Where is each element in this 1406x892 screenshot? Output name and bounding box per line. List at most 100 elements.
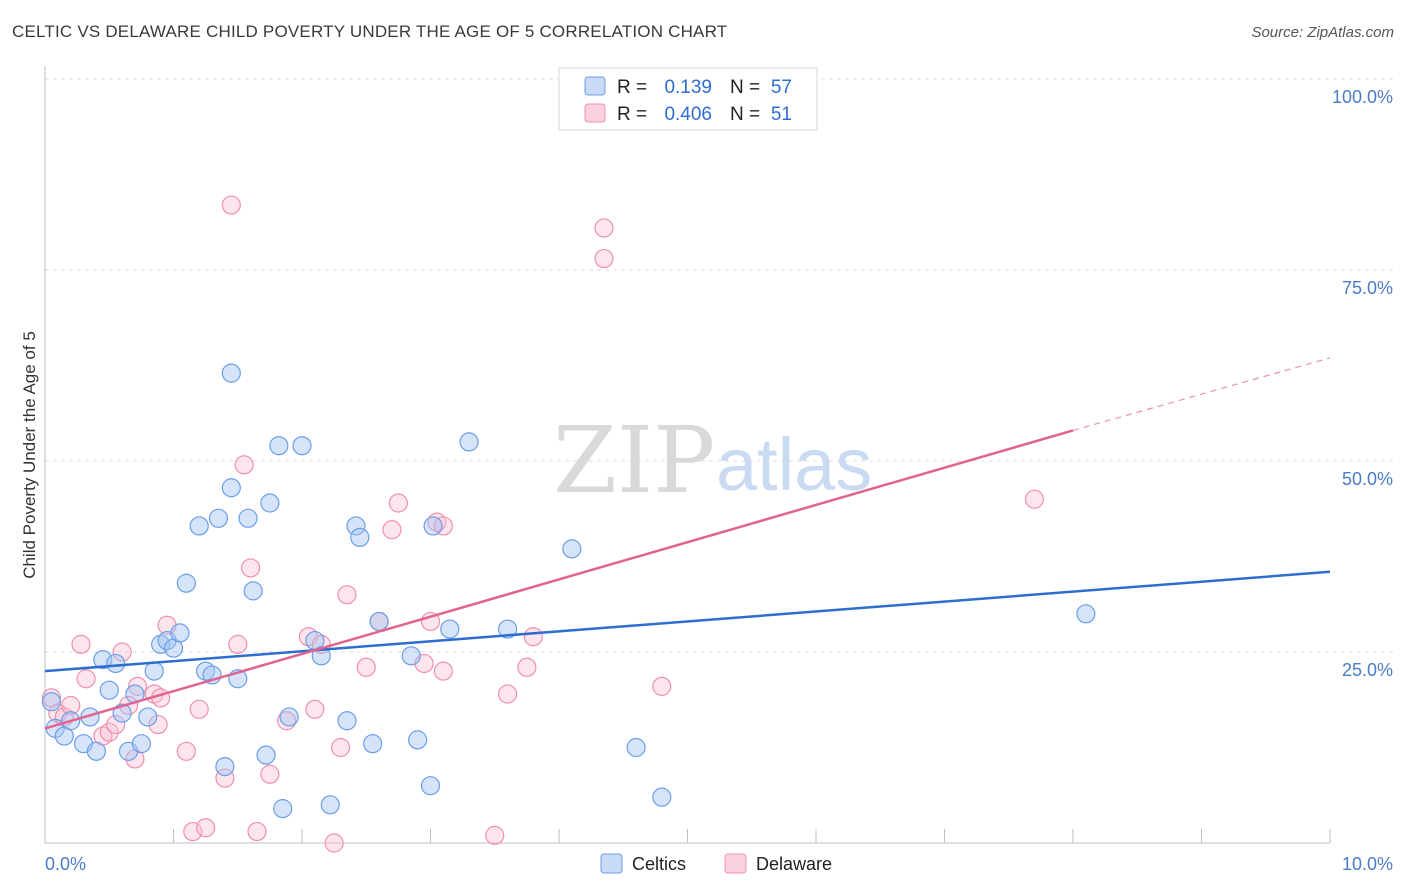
delaware-point	[260, 764, 280, 784]
celtics-point	[420, 776, 441, 796]
legend-swatch-celtics	[584, 76, 606, 96]
legend-r-label-1: R =	[617, 77, 647, 98]
delaware-point	[498, 684, 518, 704]
trend-lines	[44, 357, 1331, 730]
celtics-point	[363, 734, 383, 754]
celtics-point	[131, 734, 151, 754]
celtics-point	[106, 653, 126, 674]
delaware-point	[594, 218, 614, 238]
delaware-point	[189, 699, 209, 719]
y-tick-labels: 25.0% 50.0% 75.0% 100.0%	[1332, 87, 1393, 680]
correlation-legend: R = 0.139 N = 57 R = 0.406 N = 51	[558, 67, 818, 131]
celtics-point	[459, 432, 479, 452]
source-label: Source: ZipAtlas.com	[1251, 24, 1394, 41]
celtics-trend-line	[44, 570, 1331, 673]
celtics-point	[189, 516, 209, 536]
celtics-point	[350, 527, 370, 548]
watermark-atlas: atlas	[716, 423, 872, 506]
delaware-point	[228, 634, 248, 654]
chart-title: CELTIC VS DELAWARE CHILD POVERTY UNDER T…	[12, 22, 728, 41]
celtics-point	[93, 650, 113, 670]
bottom-legend-celtics: Celtics	[632, 854, 686, 874]
celtics-point	[144, 661, 164, 681]
delaware-trend-extension	[1072, 357, 1331, 432]
delaware-point	[1024, 489, 1045, 509]
celtics-point	[320, 795, 340, 815]
series-legend: Celtics Delaware	[600, 853, 832, 874]
celtics-point	[170, 623, 190, 643]
celtics-point	[208, 508, 229, 528]
delaware-point	[517, 657, 537, 677]
legend-n-label-1: N =	[730, 77, 760, 98]
celtics-point	[408, 730, 428, 750]
delaware-point	[234, 455, 254, 475]
delaware-point	[388, 493, 408, 513]
delaware-point	[71, 634, 91, 654]
celtics-point	[269, 436, 289, 456]
celtics-point	[498, 619, 518, 639]
celtics-point	[273, 799, 293, 819]
celtics-point	[423, 516, 443, 536]
celtics-point	[243, 581, 263, 601]
delaware-trend-line	[44, 429, 1074, 730]
x-tick-labels: 0.0% 10.0%	[45, 854, 1393, 874]
y-axis-label: Child Poverty Under the Age of 5	[20, 331, 39, 579]
bottom-legend-delaware: Delaware	[756, 854, 832, 874]
celtics-point	[221, 478, 241, 498]
legend-swatch-delaware	[584, 103, 606, 123]
delaware-point	[215, 768, 235, 788]
delaware-point	[148, 714, 168, 735]
celtics-point	[346, 516, 366, 536]
delaware-point	[523, 627, 543, 647]
x-tick-label: 0.0%	[45, 854, 86, 874]
legend-n-label-2: N =	[730, 104, 760, 125]
delaware-point	[196, 818, 216, 838]
axes	[44, 66, 1331, 844]
celtics-point	[292, 436, 312, 456]
celtics-points	[41, 363, 1096, 819]
delaware-point	[176, 741, 196, 761]
legend-r-label-2: R =	[617, 104, 647, 125]
legend-r-value-1: 0.139	[664, 77, 712, 98]
celtics-point	[176, 573, 196, 593]
delaware-point	[594, 248, 614, 269]
delaware-point	[247, 821, 267, 842]
delaware-point	[433, 516, 453, 536]
delaware-point	[221, 195, 241, 215]
x-tick-label: 10.0%	[1342, 854, 1393, 874]
delaware-point	[433, 661, 453, 681]
delaware-point	[241, 558, 261, 578]
watermark: ZIP atlas	[553, 407, 872, 514]
watermark-zip: ZIP	[553, 407, 715, 514]
celtics-point	[99, 680, 119, 700]
y-tick-label: 100.0%	[1332, 87, 1393, 107]
celtics-point	[260, 493, 280, 513]
y-tick-label: 50.0%	[1342, 469, 1393, 489]
delaware-point	[106, 714, 126, 735]
celtics-point	[238, 508, 258, 528]
celtics-point	[626, 737, 646, 758]
celtics-point	[86, 741, 107, 761]
celtics-point	[652, 787, 672, 807]
celtics-point	[138, 707, 158, 727]
delaware-point	[305, 699, 325, 719]
delaware-point	[382, 520, 402, 540]
delaware-point	[337, 585, 357, 605]
delaware-point	[183, 821, 203, 842]
celtics-point	[1076, 604, 1096, 624]
delaware-point	[99, 722, 119, 742]
delaware-point	[330, 737, 351, 758]
celtics-point	[369, 611, 389, 632]
y-tick-label: 25.0%	[1342, 660, 1393, 680]
delaware-point	[127, 676, 148, 696]
celtics-point	[562, 539, 582, 559]
legend-n-value-1: 57	[771, 77, 792, 98]
legend-n-value-2: 51	[771, 104, 792, 125]
bottom-swatch-delaware	[724, 853, 747, 874]
bottom-swatch-celtics	[600, 853, 623, 874]
legend-r-value-2: 0.406	[664, 104, 712, 125]
delaware-point	[485, 825, 505, 845]
y-tick-label: 75.0%	[1342, 278, 1393, 298]
delaware-point	[112, 642, 132, 662]
delaware-point	[324, 833, 344, 853]
